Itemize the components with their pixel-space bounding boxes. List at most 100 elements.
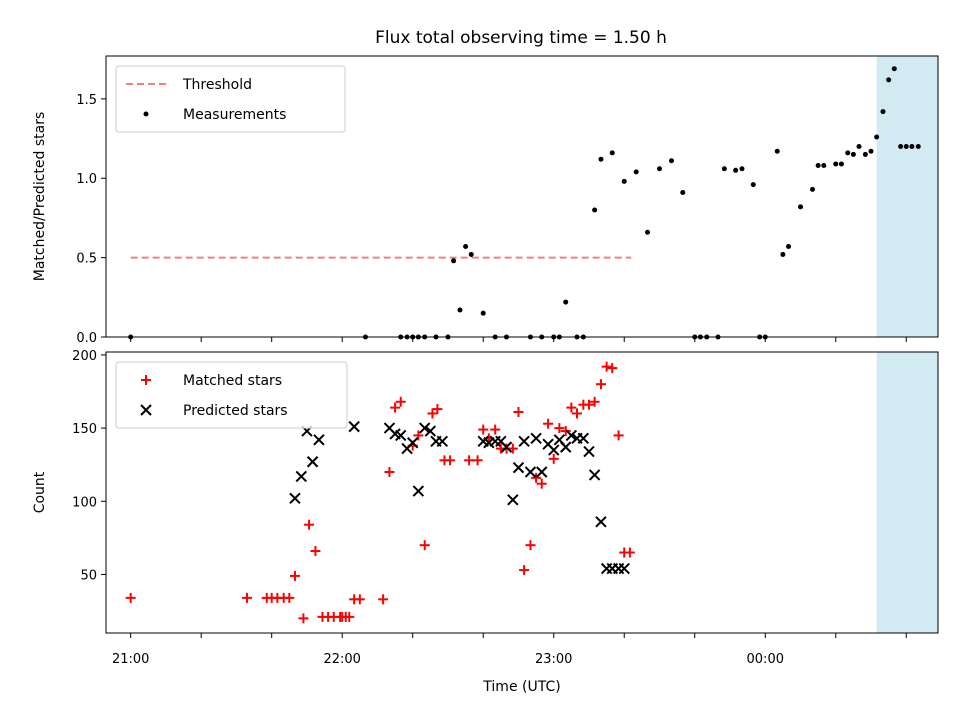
cross-b [424,425,437,437]
predicted-star-marker [524,466,537,478]
measurement-point [862,151,868,157]
cross-b [407,437,419,449]
cross-b [565,429,578,442]
measurement-point [451,258,457,264]
cross-b [348,420,360,433]
measurement-point [909,143,915,149]
predicted-star-marker [618,562,630,575]
legend-box [115,65,346,133]
matched-star-marker [519,565,530,576]
matched-star-marker [583,399,594,410]
predicted-star-marker [507,494,519,506]
matched-star-marker [419,540,430,551]
matched-star-marker [536,478,547,489]
matched-star-marker [560,426,571,437]
cross-b [383,422,396,434]
legend-entry-label: Matched stars [183,373,282,389]
predicted-star-marker [565,429,578,442]
cross-b [536,466,548,478]
measurement-point [457,307,463,313]
y-tick-label: 0.0 [76,331,97,346]
plot-frame [105,55,939,338]
x-tick-label: 23:00 [535,652,572,667]
chart-title: Flux total observing time = 1.50 h [375,28,667,48]
highlight-span [876,352,938,633]
matched-star-marker [310,546,321,557]
legend: Threshold Measurements [115,65,346,133]
measurement-point [468,251,474,257]
measurement-point [809,186,815,192]
matched-star-marker [548,453,559,464]
y-tick-label: 1.0 [76,172,97,187]
cross-b [395,429,407,442]
matched-star-marker [445,455,456,466]
predicted-star-marker [395,429,407,442]
measurement-point [856,143,862,149]
cross-b [507,494,519,506]
measurement-point [733,167,739,173]
cross-b [583,445,595,458]
matched-star-marker [513,407,524,418]
matched-star-marker [566,402,577,413]
predicted-star-marker [500,441,513,453]
matched-star-marker [432,404,443,415]
predicted-star-marker [577,432,590,445]
cross-b [518,435,530,447]
matched-star-marker [464,455,475,466]
y-tick-label: 200 [72,349,97,364]
measurement-point [880,109,886,115]
x-tick-label: 00:00 [747,652,784,667]
predicted-star-marker [289,492,301,505]
matched-star-marker [384,467,395,478]
measurement-point [891,66,897,72]
predicted-star-marker [306,456,319,468]
measurement-point [609,150,615,156]
matched-star-marker [298,613,309,624]
predicted-star-marker [295,470,308,483]
predicted-star-marker [436,435,449,447]
cross-b [306,456,319,468]
cross-b [512,461,525,474]
y-tick-label: 50 [80,568,97,583]
cross-b [477,435,489,447]
matched-star-marker [525,540,536,551]
cross-b [436,435,449,447]
cross-b [595,516,607,528]
predicted-star-marker [583,445,595,458]
y-tick-label: 0.5 [76,252,97,267]
predicted-star-marker [595,516,607,528]
measurement-point [598,156,604,162]
matched-star-marker [378,594,389,605]
measurement-point [798,204,804,210]
predicted-star-marker [530,432,542,445]
y-tick-label: 150 [72,422,97,437]
cross-b [553,434,566,446]
measurement-point [903,143,909,149]
cross-b [577,432,590,445]
cross-b [418,422,431,434]
matched-star-marker [344,611,355,622]
cross-b [313,434,325,446]
legend-box [115,361,348,429]
measurement-point [780,251,786,257]
matched-star-marker [427,408,438,419]
cross-b [560,441,572,453]
measurement-point [656,166,662,172]
highlight-span [876,56,938,337]
predicted-star-marker [418,422,431,434]
matched-star-marker [601,361,612,372]
measurement-point [633,169,639,175]
measurement-point [868,148,874,154]
y-tick-label: 100 [72,495,97,510]
y-axis-label: Count [32,471,48,513]
cross-b [618,562,630,575]
matched-star-marker [395,396,406,407]
matched-star-marker [354,594,365,605]
x-tick-label: 21:00 [112,652,149,667]
matched-star-marker [507,443,518,454]
x-tick-label: 22:00 [323,652,360,667]
legend-entry-label: Threshold [182,77,252,93]
measurement-point [786,244,792,250]
cross-b [588,469,601,481]
